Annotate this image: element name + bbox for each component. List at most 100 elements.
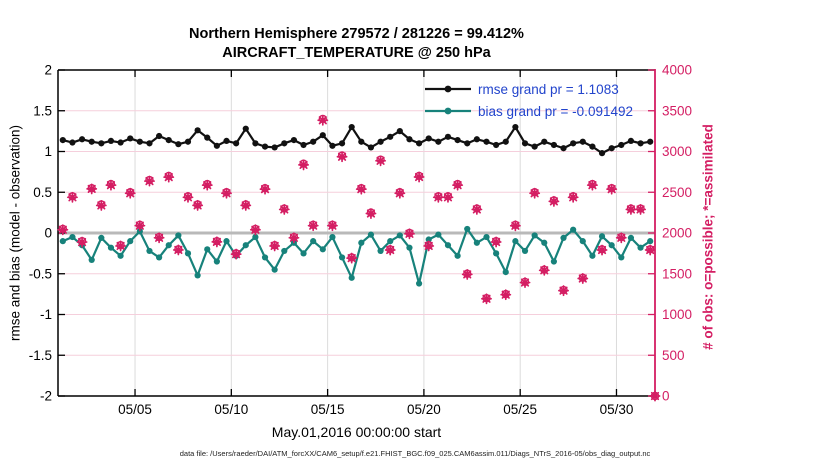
bias-point <box>319 246 326 253</box>
bias-point <box>589 252 596 259</box>
left-tick-label: -1 <box>40 307 52 322</box>
bias-point <box>156 254 163 261</box>
bias-point <box>348 274 355 281</box>
assimilated-marker <box>60 227 66 233</box>
bias-point <box>69 233 76 241</box>
rmse-point <box>175 141 182 148</box>
bias-point <box>223 238 230 245</box>
rmse-point <box>598 150 606 157</box>
bias-point <box>396 232 403 239</box>
assimilated-marker <box>647 247 653 253</box>
assimilated-marker <box>89 186 95 192</box>
assimilated-marker <box>455 182 460 188</box>
bias-point <box>647 238 654 245</box>
right-tick-label: 3000 <box>662 144 692 159</box>
assimilated-marker <box>551 199 557 204</box>
bias-point <box>367 231 375 238</box>
rmse-point <box>233 140 240 147</box>
x-tick-label: 05/15 <box>311 402 345 417</box>
assimilated-marker <box>464 272 470 277</box>
bias-point <box>252 233 259 241</box>
left-tick-label: -0.5 <box>29 266 52 281</box>
assimilated-marker <box>118 243 123 249</box>
bias-point <box>444 242 452 249</box>
assimilated-marker <box>233 251 239 257</box>
bias-point <box>387 238 394 245</box>
bias-point <box>483 233 490 241</box>
assimilated-marker <box>445 195 451 200</box>
x-tick-label: 05/20 <box>407 402 441 417</box>
bias-point <box>560 234 567 241</box>
rmse-point <box>618 141 625 149</box>
rmse-point <box>338 140 346 147</box>
assimilated-marker <box>79 239 85 245</box>
assimilated-marker <box>599 247 605 253</box>
rmse-point <box>531 143 538 150</box>
assimilated-marker <box>652 393 658 399</box>
assimilated-marker <box>330 223 335 228</box>
assimilated-marker <box>436 195 441 200</box>
assimilated-marker <box>108 182 114 188</box>
right-y-axis-label: # of obs: o=possible; *=assimilated <box>700 124 716 350</box>
rmse-point <box>367 144 375 151</box>
bias-point <box>579 238 586 245</box>
rmse-point <box>570 140 577 147</box>
assimilated-marker <box>359 186 364 192</box>
rmse-point <box>512 123 519 131</box>
assimilated-marker <box>638 207 643 212</box>
bias-point <box>98 234 105 241</box>
rmse-point <box>194 127 201 134</box>
assimilated-marker <box>532 190 537 196</box>
assimilated-marker <box>590 182 595 188</box>
rmse-point <box>435 138 442 145</box>
assimilated-marker <box>368 211 374 216</box>
rmse-point <box>117 139 124 146</box>
legend-label-bias: bias grand pr = -0.091492 <box>478 103 633 119</box>
bias-point <box>136 228 143 235</box>
assimilated-marker <box>426 243 432 249</box>
right-tick-label: 1500 <box>662 266 692 281</box>
bias-point <box>300 250 307 257</box>
rmse-point <box>300 141 307 149</box>
bias-point <box>512 238 519 245</box>
left-tick-label: 1 <box>44 144 52 159</box>
rmse-point <box>261 143 269 150</box>
rmse-point <box>242 125 249 132</box>
assimilated-marker <box>214 239 220 245</box>
rmse-point <box>396 128 403 135</box>
x-axis-label: May.01,2016 00:00:00 start <box>271 424 442 440</box>
rmse-point <box>310 138 317 145</box>
bias-point <box>127 238 134 245</box>
bias-point <box>59 238 66 245</box>
bias-point <box>406 244 413 251</box>
rmse-point <box>377 138 384 145</box>
rmse-point <box>88 138 95 145</box>
bias-point <box>464 225 471 233</box>
rmse-point <box>541 138 548 145</box>
bias-point <box>146 247 153 255</box>
bias-point <box>194 272 201 279</box>
right-tick-label: 0 <box>662 389 670 404</box>
bias-point <box>618 254 625 261</box>
assimilated-marker <box>224 190 229 196</box>
rmse-point <box>165 136 172 144</box>
assimilated-marker <box>513 223 518 229</box>
x-tick-label: 05/05 <box>118 402 152 417</box>
bias-point <box>473 239 480 246</box>
rmse-point <box>627 137 635 145</box>
assimilated-marker <box>99 203 104 208</box>
bias-point <box>310 238 317 245</box>
rmse-point <box>493 141 500 149</box>
rmse-point <box>647 138 654 145</box>
rmse-point <box>78 136 86 143</box>
assimilated-marker <box>484 296 489 302</box>
assimilated-marker <box>320 117 326 123</box>
rmse-point <box>204 134 211 141</box>
bias-point <box>281 247 288 255</box>
assimilated-marker <box>474 207 480 212</box>
bias-point <box>204 246 211 253</box>
rmse-point <box>415 140 423 147</box>
rmse-point <box>425 135 432 142</box>
rmse-line-sample-icon <box>425 85 471 93</box>
